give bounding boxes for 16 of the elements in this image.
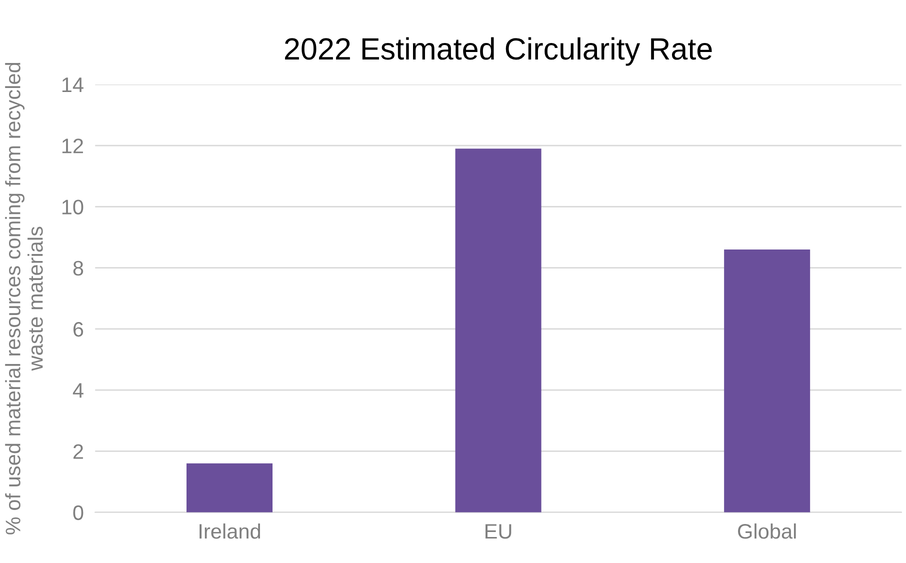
y-tick-label: 10 <box>62 200 84 214</box>
bar <box>186 463 273 512</box>
y-tick-label: 0 <box>73 505 84 520</box>
y-tick-label: 8 <box>73 260 84 276</box>
x-tick-label: Global <box>738 523 796 539</box>
y-tick-label: 6 <box>73 322 84 337</box>
chart-title: 2022 Estimated Circularity Rate <box>285 37 712 66</box>
y-axis-title: % of used material resources coming from recycled waste materials <box>5 62 43 534</box>
y-tick-label: 14 <box>62 78 84 92</box>
y-tick-label: 2 <box>73 444 83 459</box>
bar <box>455 148 542 512</box>
x-tick-label: Ireland <box>200 523 260 539</box>
y-tick-label: 4 <box>72 383 84 398</box>
y-tick-label: 12 <box>62 138 83 154</box>
bar <box>724 249 810 512</box>
x-tick-label: EU <box>486 524 512 539</box>
